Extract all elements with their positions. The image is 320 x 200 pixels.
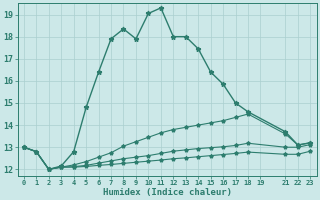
X-axis label: Humidex (Indice chaleur): Humidex (Indice chaleur) <box>103 188 232 197</box>
